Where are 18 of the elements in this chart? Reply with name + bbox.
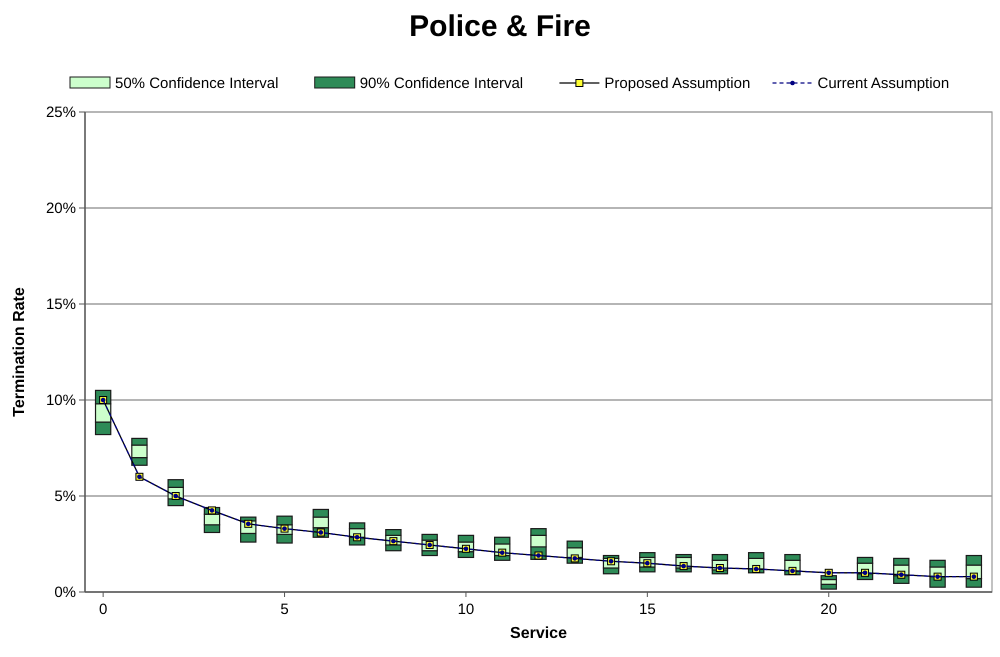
- y-tick-label: 15%: [46, 296, 76, 313]
- x-tick-label: 15: [638, 601, 656, 618]
- y-tick-label: 25%: [46, 104, 76, 121]
- y-axis-title: Termination Rate: [11, 287, 28, 417]
- y-tick-label: 10%: [46, 392, 76, 409]
- legend-label: 50% Confidence Interval: [115, 75, 278, 92]
- legend-label: Proposed Assumption: [604, 75, 750, 92]
- x-axis-title: Service: [510, 625, 568, 642]
- y-tick-label: 20%: [46, 200, 76, 217]
- x-tick-label: 20: [820, 601, 838, 618]
- legend-label: 90% Confidence Interval: [360, 75, 524, 92]
- x-tick-label: 10: [458, 601, 474, 618]
- y-tick-label: 5%: [54, 488, 76, 505]
- legend-label: Current Assumption: [818, 75, 950, 92]
- x-tick-label: 5: [280, 601, 289, 618]
- x-tick-label: 0: [98, 601, 108, 618]
- y-tick-label: 0%: [54, 584, 76, 601]
- chart-title: Police & Fire: [409, 10, 591, 43]
